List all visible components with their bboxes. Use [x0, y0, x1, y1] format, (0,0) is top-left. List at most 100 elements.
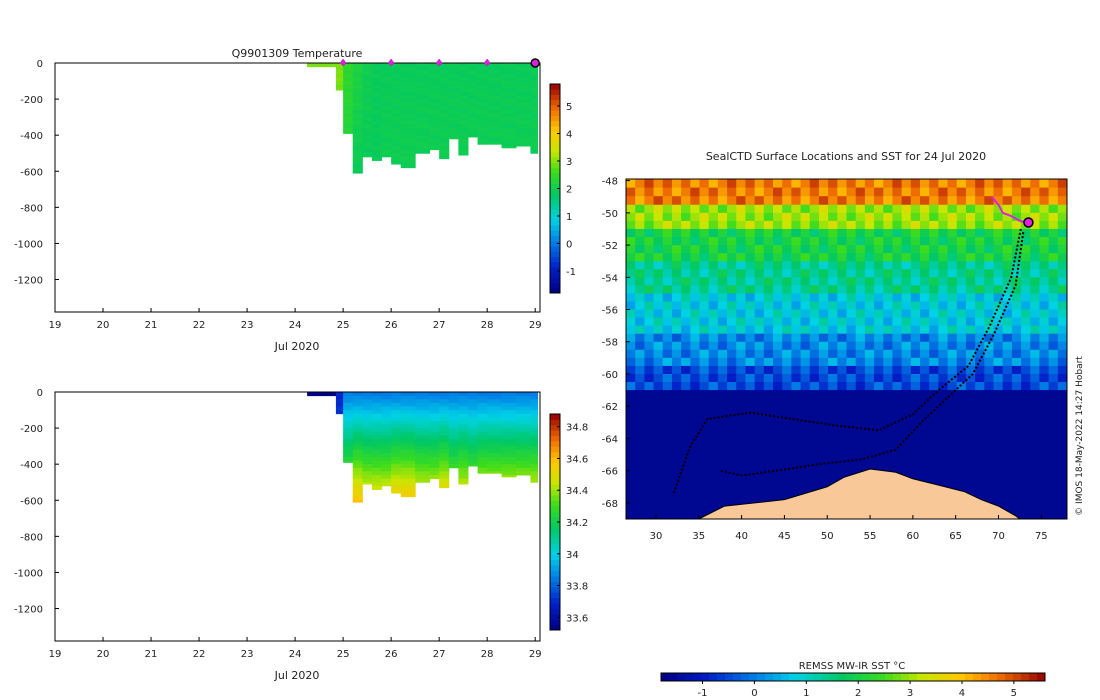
- temperature-column: [415, 63, 431, 154]
- sst-cell: [901, 373, 912, 383]
- sst-cell: [910, 430, 921, 440]
- sst-cell: [864, 261, 875, 270]
- sst-cell: [736, 309, 747, 319]
- temperature-cell: [458, 70, 469, 75]
- sst-cell: [653, 414, 664, 423]
- salinity-y-tick-label: -200: [20, 424, 43, 435]
- sst-cell: [956, 204, 967, 214]
- sst-cell: [901, 454, 912, 464]
- temperature-column: [501, 63, 517, 149]
- sst-cell: [773, 301, 783, 311]
- sst-cell: [929, 293, 939, 303]
- sst-cell: [626, 349, 636, 359]
- map-y-tick-label: -54: [602, 273, 618, 284]
- sst-cell: [690, 196, 701, 206]
- sst-cell: [809, 261, 820, 270]
- sst-cell: [837, 454, 848, 464]
- sst-cell: [727, 285, 737, 295]
- sst-cell: [626, 179, 636, 189]
- sst-cell: [874, 349, 884, 359]
- sst-cell: [727, 333, 737, 343]
- temperature-cell: [439, 63, 450, 68]
- sst-cell: [800, 406, 811, 415]
- sst-cell: [626, 382, 636, 391]
- temperature-cell: [439, 131, 450, 136]
- sst-cell: [763, 406, 774, 415]
- sst-cell: [773, 390, 783, 399]
- sst-cell: [947, 438, 958, 448]
- sst-cell: [965, 204, 976, 214]
- sst-cell: [800, 253, 811, 262]
- salinity-colorbar-swatch: [550, 457, 560, 464]
- sst-cell: [736, 438, 747, 448]
- sst-cell: [975, 204, 985, 214]
- sst-cell: [662, 398, 673, 407]
- sst-cell: [1030, 285, 1041, 295]
- sst-colorbar-tick-label: 3: [907, 688, 913, 699]
- temperature-cell: [391, 142, 402, 147]
- sst-cell: [910, 187, 921, 197]
- sst-cell: [653, 510, 664, 519]
- sst-cell: [956, 446, 967, 456]
- temperature-column: [515, 63, 531, 147]
- temperature-cell: [515, 99, 531, 104]
- sst-cell: [828, 204, 838, 214]
- salinity-cell: [362, 467, 373, 472]
- sst-cell: [975, 261, 985, 270]
- sst-cell: [938, 285, 949, 295]
- temperature-cell: [381, 124, 392, 129]
- sst-field: [626, 179, 1067, 519]
- sst-cell: [690, 212, 701, 222]
- temperature-cell: [477, 138, 488, 143]
- sst-cell: [984, 357, 995, 367]
- sst-cell: [837, 365, 848, 375]
- sst-cell: [984, 349, 995, 359]
- sst-cell: [635, 406, 645, 415]
- temperature-cell: [352, 149, 363, 154]
- sst-cell: [975, 373, 985, 383]
- sst-cell: [1021, 293, 1031, 303]
- temperature-x-tick-label: 21: [145, 320, 158, 331]
- sst-cell: [883, 357, 894, 367]
- sst-colorbar-swatch: [997, 673, 1006, 681]
- temperature-cell: [335, 84, 344, 89]
- salinity-cell: [501, 406, 517, 411]
- sst-cell: [910, 357, 921, 367]
- sst-cell: [699, 204, 710, 214]
- temperature-cell: [415, 66, 431, 71]
- salinity-cell: [487, 395, 503, 400]
- sst-cell: [892, 430, 903, 440]
- sst-cell: [938, 422, 949, 431]
- temperature-cell: [477, 106, 488, 111]
- temperature-cell: [362, 84, 373, 89]
- sst-cell: [874, 237, 884, 246]
- sst-cell: [635, 325, 645, 335]
- sst-cell: [773, 261, 783, 270]
- sst-cell: [864, 293, 875, 303]
- temperature-cell: [487, 77, 503, 82]
- sst-cell: [690, 204, 701, 214]
- sst-cell: [864, 317, 875, 327]
- temperature-cell: [352, 171, 363, 174]
- temperature-cell: [439, 84, 450, 89]
- sst-cell: [745, 390, 756, 399]
- sst-cell: [892, 398, 903, 407]
- salinity-cell: [381, 464, 392, 469]
- sst-cell: [1011, 510, 1022, 519]
- sst-cell: [1039, 357, 1050, 367]
- sst-cell: [708, 293, 719, 303]
- sst-cell: [837, 390, 848, 399]
- sst-cell: [635, 245, 645, 254]
- salinity-cell: [458, 428, 469, 433]
- sst-cell: [828, 349, 838, 359]
- sst-cell: [947, 317, 958, 327]
- sst-cell: [773, 446, 783, 456]
- sst-cell: [956, 212, 967, 222]
- salinity-cell: [467, 402, 479, 407]
- sst-cell: [965, 365, 976, 375]
- sst-cell: [1021, 325, 1031, 335]
- sst-cell: [782, 325, 792, 335]
- salinity-cell: [487, 417, 503, 422]
- sst-cell: [671, 196, 682, 206]
- sst-cell: [846, 373, 857, 383]
